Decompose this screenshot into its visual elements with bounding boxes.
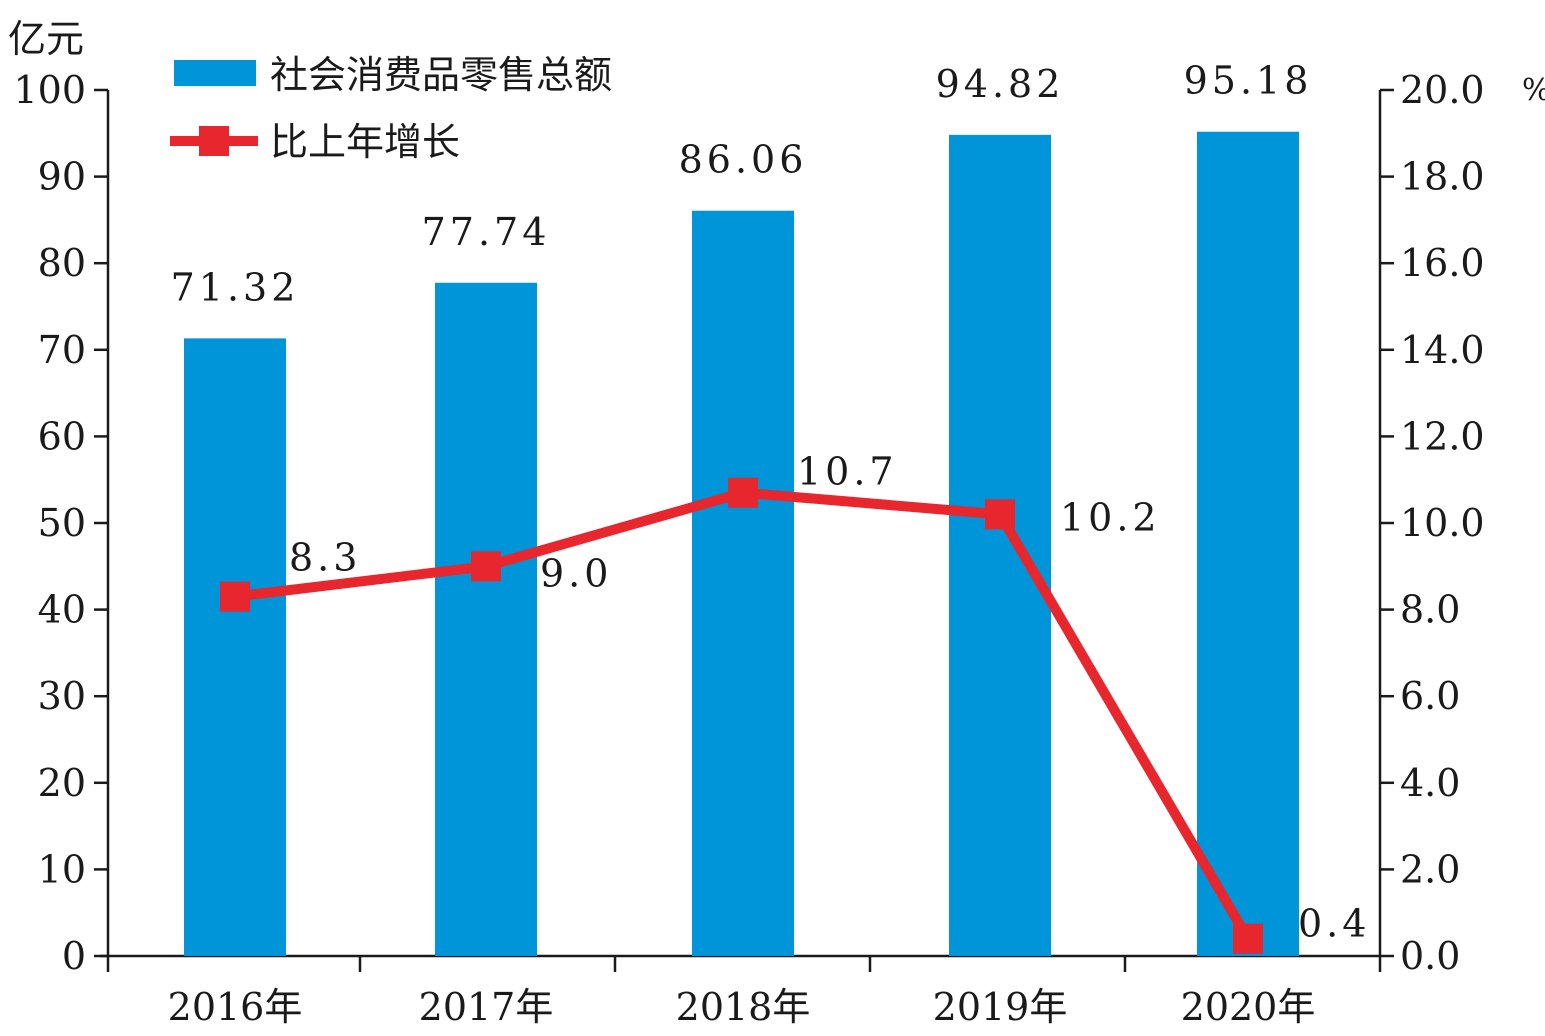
x-axis-tick-label: 2017年 xyxy=(419,985,554,1029)
right-axis-unit: % xyxy=(1522,73,1545,108)
growth-value-label: 8.3 xyxy=(289,536,361,580)
bar-series xyxy=(184,131,1299,957)
right-axis-tick-label: 6.0 xyxy=(1400,674,1460,718)
bar xyxy=(184,338,286,957)
x-axis-tick-label: 2016年 xyxy=(168,985,303,1029)
axes: 0 10 20 30 40 50 60 70 80 90 100 亿元 0.0 2.0 4.0 6.0 8.0 1… xyxy=(8,17,1545,1029)
data-labels: 71.32 77.74 86.06 94.82 95.18 8.3 9.0 10.7 10.2 0… xyxy=(171,59,1370,946)
legend-label-bar: 社会消费品零售总额 xyxy=(270,53,612,97)
growth-marker xyxy=(1233,923,1263,954)
legend-swatch-marker xyxy=(199,126,229,156)
right-axis-tick-label: 4.0 xyxy=(1400,761,1460,805)
left-axis-tick-label: 20 xyxy=(38,761,86,805)
bar xyxy=(435,282,537,956)
left-axis-tick-label: 50 xyxy=(38,501,86,545)
x-axis-tick-label: 2019年 xyxy=(933,985,1068,1029)
growth-marker xyxy=(220,581,250,612)
left-axis-tick-label: 100 xyxy=(13,68,86,112)
left-axis-tick-label: 0 xyxy=(62,934,86,978)
left-axis-tick-label: 60 xyxy=(38,414,86,458)
bar-value-label: 86.06 xyxy=(679,138,808,182)
bar xyxy=(692,210,794,956)
bar-value-label: 95.18 xyxy=(1184,59,1313,103)
left-axis-tick-label: 80 xyxy=(38,241,86,285)
left-axis-tick-label: 10 xyxy=(38,847,86,891)
growth-value-label: 10.7 xyxy=(797,450,898,494)
right-axis-tick-label: 10.0 xyxy=(1400,501,1485,545)
right-axis-tick-label: 2.0 xyxy=(1400,847,1460,891)
bar-value-label: 71.32 xyxy=(171,265,300,309)
left-axis-unit: 亿元 xyxy=(8,17,84,61)
right-axis-tick-label: 12.0 xyxy=(1400,414,1485,458)
growth-marker xyxy=(471,551,501,582)
left-axis-tick-label: 70 xyxy=(38,328,86,372)
bar-value-label: 94.82 xyxy=(936,62,1065,106)
left-axis-tick-label: 90 xyxy=(38,155,86,199)
x-axis-tick-label: 2020年 xyxy=(1181,985,1316,1029)
right-axis-tick-label: 8.0 xyxy=(1400,588,1460,632)
right-axis-tick-label: 20.0 xyxy=(1400,68,1485,112)
bar-value-label: 77.74 xyxy=(422,210,551,254)
bar xyxy=(1197,131,1299,956)
legend-label-line: 比上年增长 xyxy=(270,120,460,164)
left-axis-tick-label: 30 xyxy=(38,674,86,718)
right-axis-tick-label: 14.0 xyxy=(1400,328,1485,372)
legend-swatch-bar xyxy=(174,60,256,86)
growth-value-label: 0.4 xyxy=(1298,902,1370,946)
x-axis-tick-label: 2018年 xyxy=(676,985,811,1029)
right-axis-tick-label: 16.0 xyxy=(1400,241,1485,285)
left-axis-tick-label: 40 xyxy=(38,588,86,632)
growth-marker xyxy=(728,477,758,508)
growth-marker xyxy=(985,499,1015,530)
growth-value-label: 9.0 xyxy=(540,551,612,595)
bar xyxy=(949,134,1051,957)
right-axis-tick-label: 0.0 xyxy=(1400,934,1460,978)
line-series xyxy=(220,477,1263,954)
growth-value-label: 10.2 xyxy=(1060,495,1161,539)
right-axis-tick-label: 18.0 xyxy=(1400,155,1485,199)
